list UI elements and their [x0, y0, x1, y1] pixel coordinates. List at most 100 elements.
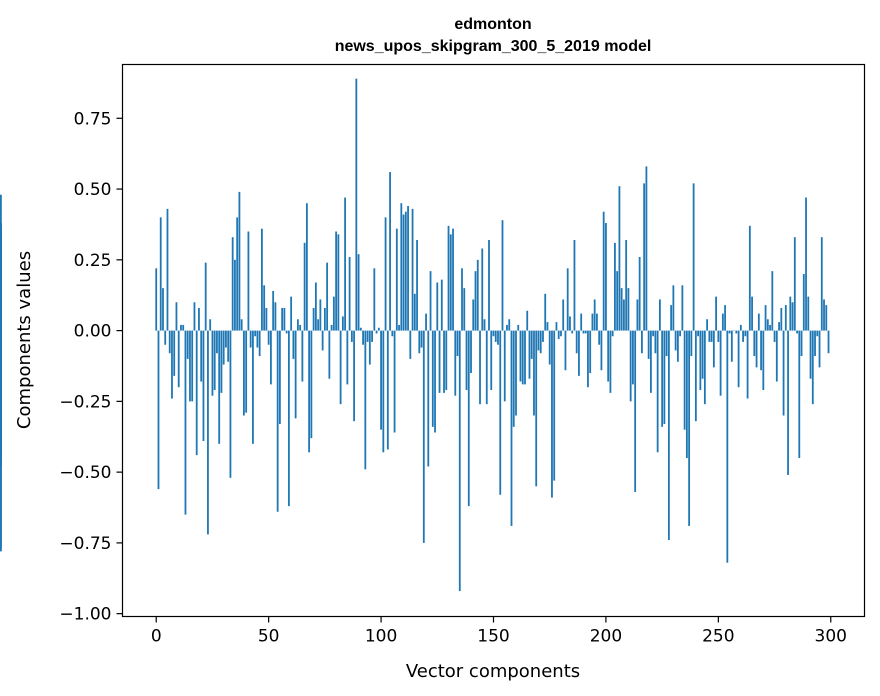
bar [674, 330, 677, 351]
bar [591, 313, 594, 331]
bar [517, 324, 520, 331]
bar [717, 330, 720, 342]
bar [715, 296, 717, 331]
bar [198, 307, 200, 331]
bar [699, 330, 702, 391]
bar [193, 302, 196, 331]
bar [820, 237, 823, 331]
y-tick-label: −0.75 [59, 534, 111, 554]
bar [332, 296, 335, 331]
bar [510, 330, 513, 526]
x-tick-label: 0 [151, 627, 162, 647]
bar [652, 330, 655, 337]
bar [755, 330, 758, 368]
bar [310, 330, 313, 439]
bar [355, 78, 358, 331]
bar [521, 330, 524, 385]
bar [546, 322, 549, 331]
bar [472, 299, 475, 331]
bar [252, 330, 254, 444]
bar [793, 237, 796, 331]
bar [537, 330, 540, 351]
bar [270, 330, 272, 385]
bar [499, 330, 502, 495]
bar [209, 319, 212, 331]
bar [712, 330, 715, 368]
bar [231, 237, 234, 331]
bar [467, 330, 470, 507]
bar [429, 271, 432, 331]
bar [490, 330, 493, 391]
bar [317, 319, 320, 331]
bar [366, 330, 369, 342]
bar [503, 330, 506, 402]
bar [281, 307, 284, 331]
bar [326, 262, 329, 331]
bar [216, 330, 218, 354]
bar [213, 330, 216, 391]
bar [602, 211, 605, 331]
bar [506, 324, 508, 331]
bar [202, 330, 205, 441]
bar [742, 330, 744, 342]
bar [287, 330, 290, 507]
bar [171, 330, 173, 399]
bar [373, 268, 376, 331]
y-tick-label: 0.25 [74, 251, 112, 271]
bar [422, 330, 425, 543]
bar [515, 330, 517, 416]
bar [566, 268, 569, 331]
y-tick-label: 0.75 [74, 109, 112, 129]
bar [382, 330, 385, 453]
bar [728, 330, 731, 334]
bar [359, 327, 362, 331]
y-tick-label: −0.25 [59, 392, 111, 412]
bar [710, 330, 713, 342]
bar [159, 217, 162, 331]
bar [416, 240, 418, 331]
bar [407, 206, 409, 331]
bar [157, 330, 160, 490]
bar [735, 330, 738, 334]
bar [380, 330, 382, 430]
bar [400, 203, 403, 331]
bar [229, 330, 232, 478]
bar [449, 234, 452, 331]
bar [721, 313, 724, 331]
bar [434, 330, 436, 433]
bar [285, 330, 288, 334]
bar [413, 293, 416, 331]
bar [575, 330, 578, 354]
bar [362, 330, 364, 345]
bar [548, 330, 551, 365]
bar [694, 330, 697, 422]
bar [436, 282, 439, 331]
bar [805, 197, 807, 331]
bar [589, 330, 592, 374]
bar [314, 282, 317, 331]
bar [431, 330, 434, 427]
bar [308, 330, 311, 453]
bar [296, 319, 299, 331]
bar [636, 299, 639, 331]
bar [346, 330, 349, 385]
bar [218, 330, 221, 444]
bar [643, 183, 646, 331]
bar [220, 330, 223, 393]
bar [319, 299, 322, 331]
bar [447, 225, 450, 331]
bar [649, 330, 652, 393]
bar [539, 330, 542, 354]
bar [708, 330, 711, 342]
bar [753, 330, 756, 357]
bar [463, 288, 466, 331]
bar [364, 330, 367, 470]
chart-title: edmonton [454, 16, 531, 33]
bar [249, 330, 252, 348]
bar [775, 330, 778, 382]
bar [611, 330, 614, 337]
x-tick-label: 50 [258, 627, 280, 647]
bar [438, 330, 441, 393]
x-axis-label: Vector components [406, 661, 580, 682]
bar [299, 324, 302, 331]
